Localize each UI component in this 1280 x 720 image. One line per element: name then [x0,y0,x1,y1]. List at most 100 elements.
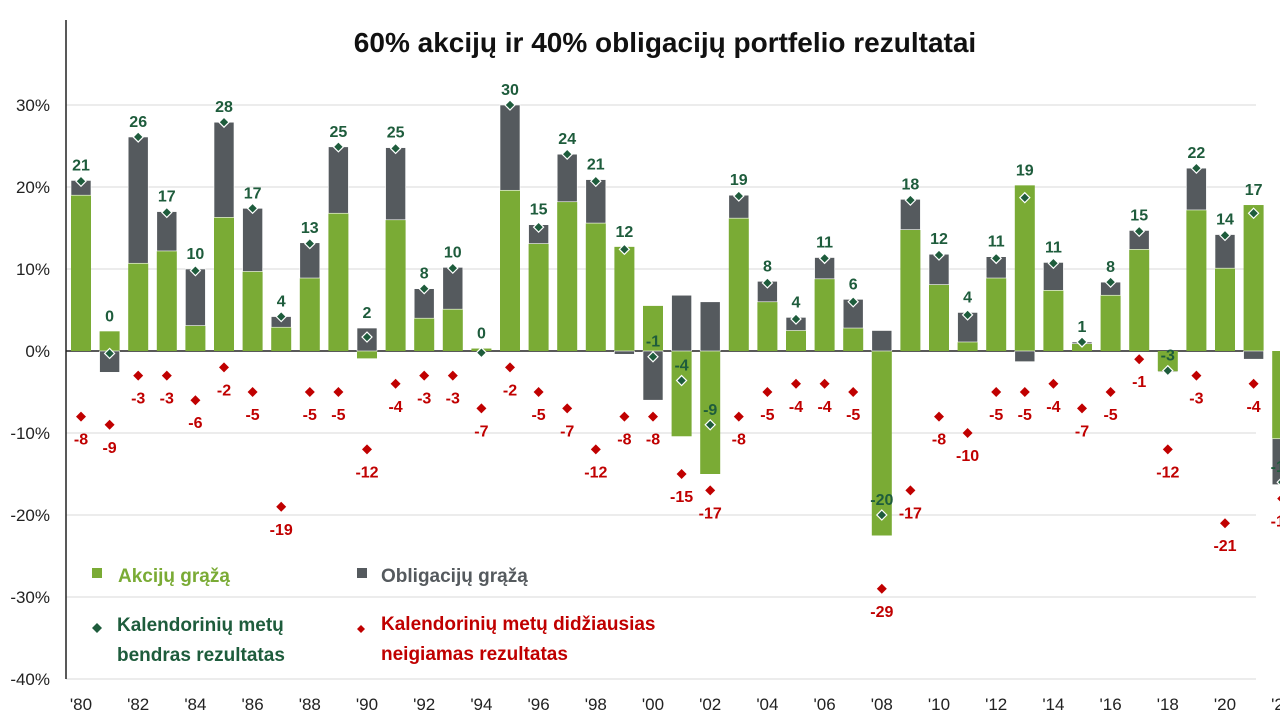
max-drawdown-label: -18 [1271,514,1280,531]
max-drawdown-label: -2 [217,382,231,399]
stock-bar [299,278,320,351]
total-return-label: 8 [1106,259,1115,276]
max-drawdown-label: -19 [270,522,293,539]
y-tick-label: -40% [10,670,50,689]
max-drawdown-label: -3 [446,391,460,408]
x-tick-label: '92 [413,695,435,714]
total-return-marker [1133,225,1146,238]
total-return-marker [990,252,1003,265]
x-tick-label: '10 [928,695,950,714]
max-drawdown-marker [705,485,716,496]
legend-bond-swatch [357,568,367,578]
stock-bar [1186,209,1207,351]
stock-bar [900,229,921,351]
max-drawdown-label: -5 [245,407,259,424]
x-tick-label: '84 [184,695,206,714]
stock-bar [214,217,234,351]
total-return-marker [446,262,459,275]
total-return-label: 25 [387,125,405,142]
markers [75,99,1280,594]
y-tick-label: 20% [16,178,50,197]
max-drawdown-marker [419,370,430,381]
max-drawdown-label: -4 [817,399,831,416]
x-tick-label: '80 [70,695,92,714]
max-drawdown-marker [648,411,658,422]
total-return-marker [160,206,173,219]
max-drawdown-label: -5 [760,407,774,424]
bond-bar [185,268,206,326]
max-drawdown-label: -7 [560,423,574,440]
stock-bar [1215,268,1235,351]
total-return-marker [1018,191,1031,204]
total-return-marker [618,243,631,256]
total-return-marker [732,190,745,202]
total-return-label: -20 [870,492,893,509]
total-return-marker [790,313,802,325]
stock-bar [1157,351,1178,372]
stock-bar [357,351,377,359]
total-return-label: 4 [963,289,972,306]
max-drawdown-label: -8 [732,432,746,449]
total-return-label: 17 [244,185,262,202]
stock-bar [1043,290,1064,351]
total-return-marker [1104,276,1117,288]
legend-bond-label: Obligacijų grąžą [381,566,528,587]
total-return-label: 4 [277,294,286,311]
y-tick-label: 30% [16,96,50,115]
total-return-marker [675,374,688,387]
total-return-label: 0 [477,326,486,343]
total-return-marker [504,99,516,111]
total-return-label: 14 [1216,212,1234,229]
stock-bar [700,351,721,474]
max-drawdown-label: -7 [474,423,488,440]
max-drawdown-label: -21 [1213,538,1236,555]
max-drawdown-marker [819,378,830,389]
x-tick-label: '06 [814,695,836,714]
total-return-label: 11 [1045,239,1062,256]
max-drawdown-marker [848,387,859,397]
y-tick-label: -20% [10,506,50,525]
bars [70,104,1280,536]
total-return-label: 0 [105,308,114,325]
x-tick-label: '94 [470,695,492,714]
total-return-label: 10 [187,246,205,263]
total-return-marker [933,249,945,261]
stock-bar [671,351,692,437]
max-drawdown-label: -5 [989,407,1003,424]
stock-bar [156,250,177,351]
total-return-label: 13 [301,220,319,237]
stock-bar [786,330,806,351]
max-drawdown-label: -29 [870,604,893,621]
total-return-label: 8 [420,266,429,283]
stock-bar [557,201,578,351]
total-return-marker [332,140,345,153]
max-drawdown-marker [1134,354,1145,365]
total-return-marker [132,131,145,143]
bond-bar [242,208,263,272]
total-return-label: 21 [587,157,605,174]
y-tick-label: 0% [25,342,50,361]
x-tick-label: '82 [127,695,149,714]
max-drawdown-label: -5 [1103,407,1117,424]
max-drawdown-marker [962,428,973,438]
total-return-label: 18 [902,176,920,193]
total-return-marker [418,282,431,295]
x-tick-label: '96 [528,695,550,714]
x-tick-label: '18 [1157,695,1179,714]
total-return-marker [704,418,717,431]
max-drawdown-label: -6 [188,415,202,432]
max-drawdown-marker [219,362,229,373]
max-drawdown-marker [1105,387,1116,397]
max-drawdown-marker [533,387,544,397]
stock-bar [271,327,292,351]
total-return-marker [818,252,831,265]
max-drawdown-label: -12 [1156,464,1179,481]
max-drawdown-label: -12 [355,464,378,481]
bond-bar [213,121,235,218]
legend-total-label: Kalendorinių metų bendras rezultatas [117,615,289,666]
total-return-marker [361,331,373,343]
max-drawdown-label: -8 [932,432,946,449]
max-drawdown-marker [905,485,916,496]
x-tick-label: '04 [756,695,778,714]
max-drawdown-marker [505,362,515,373]
